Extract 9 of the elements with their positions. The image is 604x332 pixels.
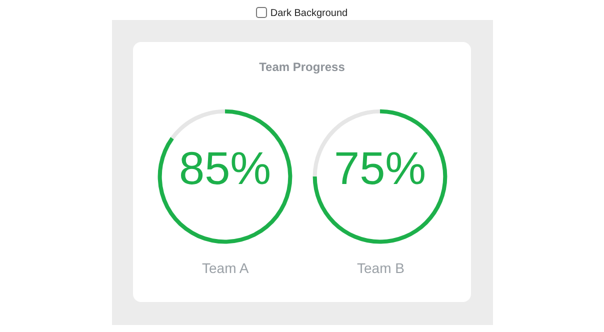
data-label: 85% xyxy=(179,142,272,194)
donut-slice xyxy=(312,109,448,244)
data-label: 75% xyxy=(334,142,426,194)
text: Dark Background xyxy=(270,8,348,19)
chart-title: Team Progress xyxy=(258,60,346,74)
donut-slice xyxy=(158,109,292,244)
text: Team A xyxy=(202,260,250,276)
text: Team B xyxy=(357,260,404,276)
donut-slice xyxy=(170,109,225,140)
